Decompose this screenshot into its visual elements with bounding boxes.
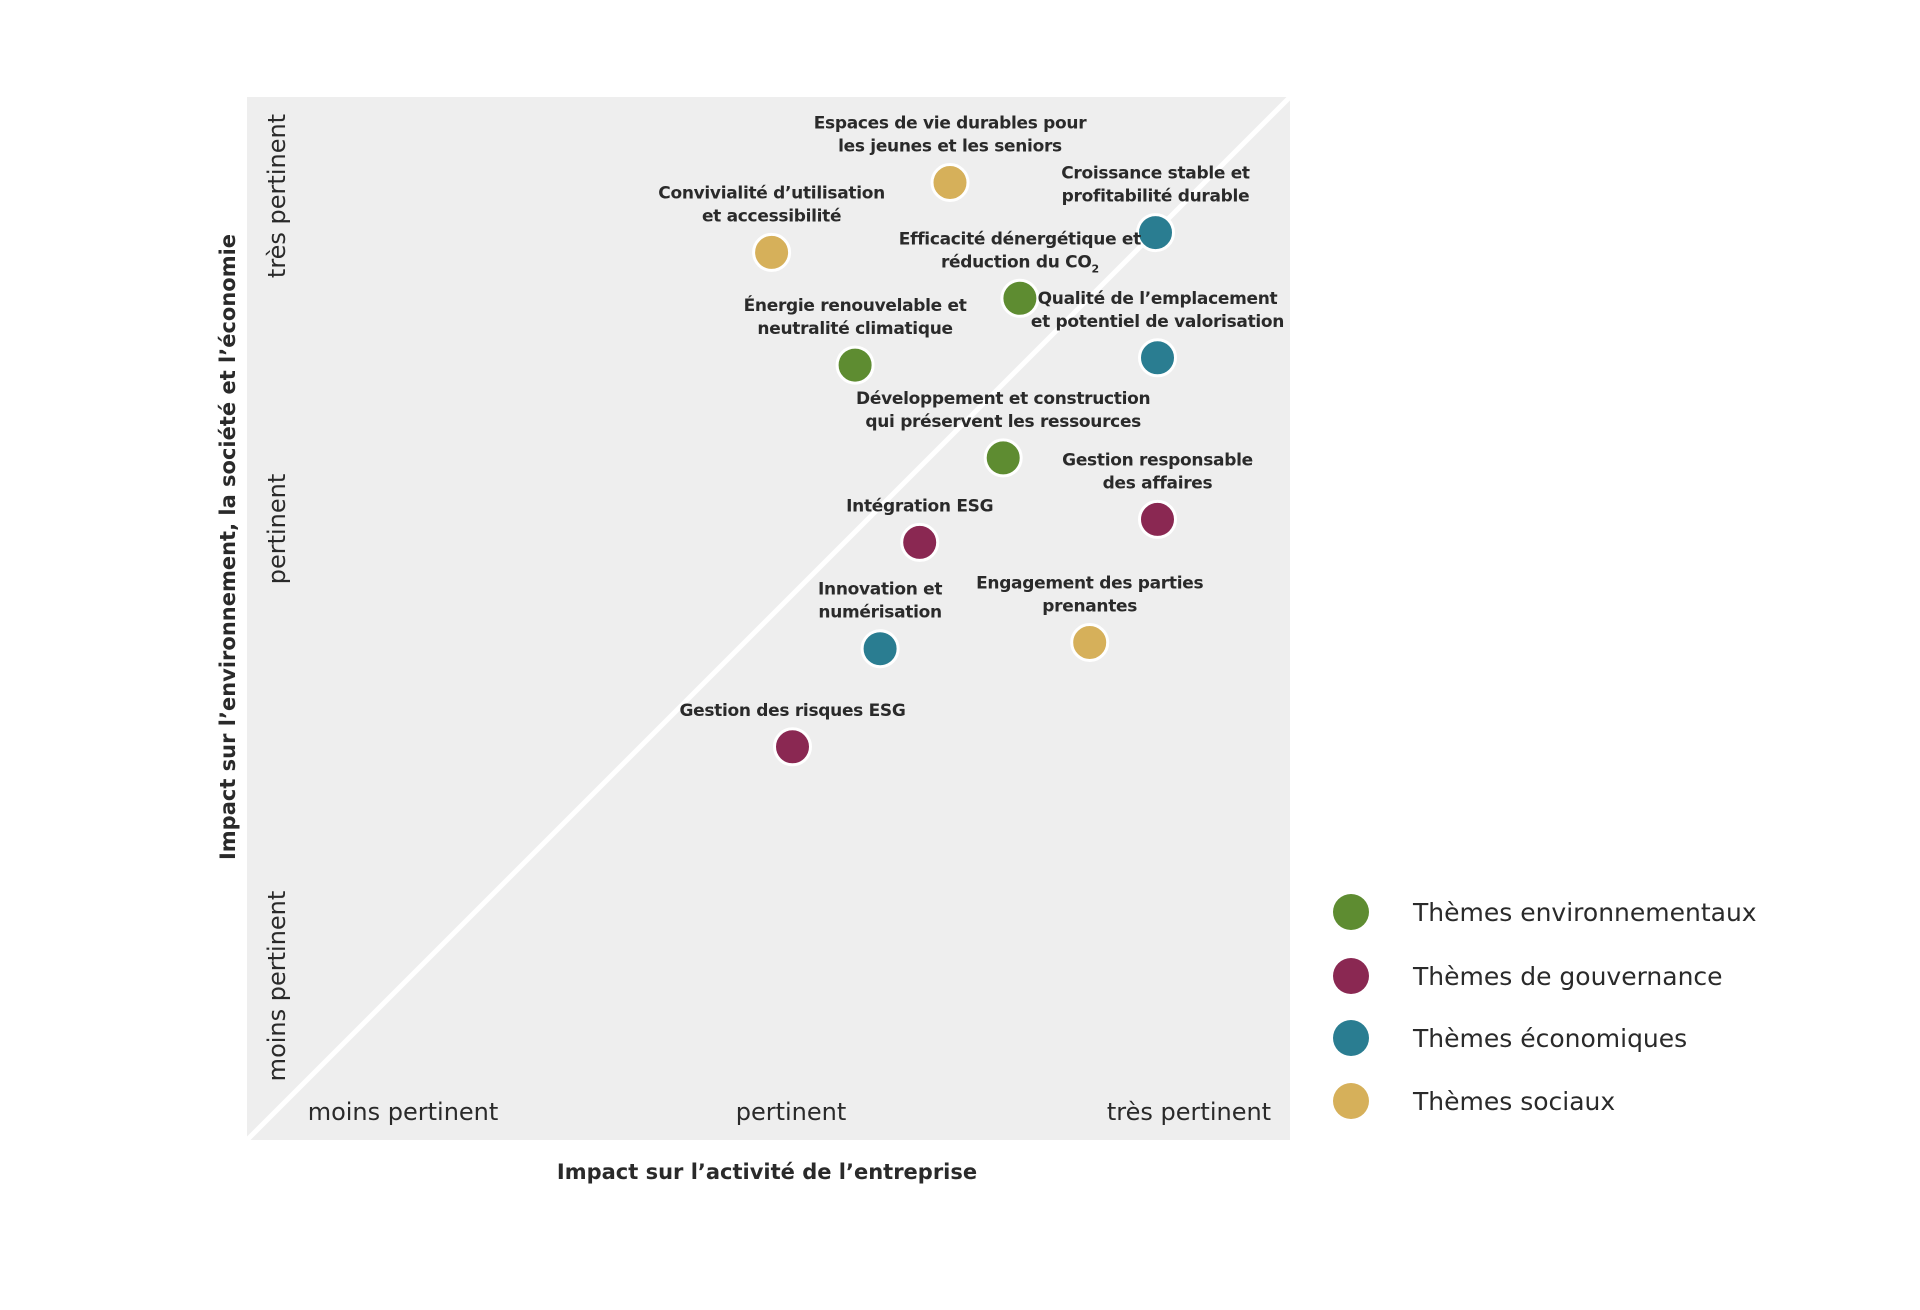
- data-point-label: et accessibilité: [702, 206, 841, 226]
- data-point: Convivialité d’utilisation et accessibili…: [658, 183, 885, 272]
- legend-item: Thèmes environnementaux: [1333, 894, 1757, 930]
- x-tick-label-pertinent: pertinent: [736, 1098, 847, 1126]
- data-point: Croissance stable et profitabilité durabl…: [1061, 164, 1250, 253]
- y-tick-label-pertinent: pertinent: [263, 474, 291, 585]
- data-point-label: Convivialité d’utilisation: [658, 183, 885, 203]
- legend-label: Thèmes environnementaux: [1412, 898, 1757, 927]
- data-point-label: Énergie renouvelable et: [744, 294, 967, 316]
- data-point: Engagement des parties prenantes: [976, 574, 1204, 662]
- data-point-label: Engagement des parties: [976, 574, 1203, 594]
- data-point-marker: [752, 232, 792, 272]
- data-point-label: des affaires: [1103, 473, 1213, 493]
- legend-label: Thèmes économiques: [1412, 1024, 1687, 1053]
- data-point: Qualité de l’emplacement et potentiel de …: [1031, 289, 1284, 378]
- data-point-label: Intégration ESG: [846, 496, 993, 516]
- data-point-marker: [900, 522, 940, 562]
- data-point-marker: [983, 438, 1023, 478]
- data-point: Gestion des risques ESG: [679, 701, 906, 767]
- data-point-marker: [1138, 338, 1177, 378]
- data-point-label: Croissance stable et: [1061, 164, 1250, 184]
- legend-item: Thèmes économiques: [1333, 1020, 1687, 1056]
- data-point: Intégration ESG: [846, 496, 994, 562]
- legend-item: Thèmes sociaux: [1333, 1083, 1615, 1119]
- data-point-marker: [1138, 499, 1177, 539]
- data-point-label: neutralité climatique: [757, 319, 952, 339]
- data-point-label: les jeunes et les seniors: [838, 137, 1062, 157]
- data-point-marker: [1136, 213, 1175, 253]
- data-point-marker: [930, 163, 970, 202]
- data-point-label: prenantes: [1042, 597, 1137, 617]
- data-point-marker: [773, 727, 812, 767]
- x-tick-label-tres-pertinent: très pertinent: [1107, 1098, 1271, 1126]
- data-point: Énergie renouvelable et neutralité climat…: [744, 294, 967, 385]
- x-axis-title: Impact sur l’activité de l’entreprise: [557, 1160, 977, 1184]
- diagonal-reference-line: [245, 95, 1292, 1142]
- data-point-label: Gestion des risques ESG: [679, 701, 905, 721]
- data-point-marker: [1000, 278, 1040, 318]
- legend-swatch: [1333, 958, 1369, 994]
- data-point-label: Innovation et: [818, 580, 942, 600]
- data-point-marker: [1070, 623, 1110, 662]
- data-point: Innovation et numérisation: [818, 580, 943, 669]
- data-point-label: numérisation: [818, 603, 941, 623]
- legend-swatch: [1333, 894, 1369, 930]
- label-subscript: 2: [1091, 262, 1098, 275]
- y-axis-title: Impact sur l’environnement, la société e…: [216, 234, 240, 860]
- data-point: Développement et construction qui préserv…: [856, 389, 1151, 478]
- data-point: Gestion responsable des affaires: [1062, 450, 1253, 539]
- data-point-label: Qualité de l’emplacement: [1038, 289, 1278, 309]
- data-point: Espaces de vie durables pour les jeunes e…: [814, 114, 1088, 202]
- legend-label: Thèmes sociaux: [1412, 1087, 1615, 1116]
- data-point-label: qui préservent les ressources: [865, 412, 1141, 432]
- data-point-label: et potentiel de valorisation: [1031, 312, 1284, 332]
- legend: Thèmes environnementaux Thèmes de gouvern…: [1333, 894, 1757, 1119]
- legend-swatch: [1333, 1083, 1369, 1119]
- data-point-label: Gestion responsable: [1062, 450, 1253, 470]
- legend-label: Thèmes de gouvernance: [1412, 962, 1723, 991]
- y-tick-label-moins-pertinent: moins pertinent: [263, 891, 291, 1082]
- data-point-label: profitabilité durable: [1062, 187, 1250, 207]
- data-point-marker: [835, 345, 875, 385]
- data-point-label: Efficacité dénergétique et: [899, 229, 1141, 249]
- y-tick-label-tres-pertinent: très pertinent: [263, 114, 291, 278]
- data-point: Efficacité dénergétique et réduction du C…: [899, 229, 1141, 318]
- data-point-marker: [860, 629, 900, 669]
- data-point-label: Développement et construction: [856, 389, 1150, 409]
- legend-item: Thèmes de gouvernance: [1333, 958, 1723, 994]
- data-point-label: réduction du CO2: [941, 252, 1099, 275]
- points-layer: Espaces de vie durables pour les jeunes e…: [658, 114, 1284, 767]
- x-tick-label-moins-pertinent: moins pertinent: [308, 1098, 499, 1126]
- data-point-label: Espaces de vie durables pour: [814, 114, 1088, 134]
- legend-swatch: [1333, 1020, 1369, 1056]
